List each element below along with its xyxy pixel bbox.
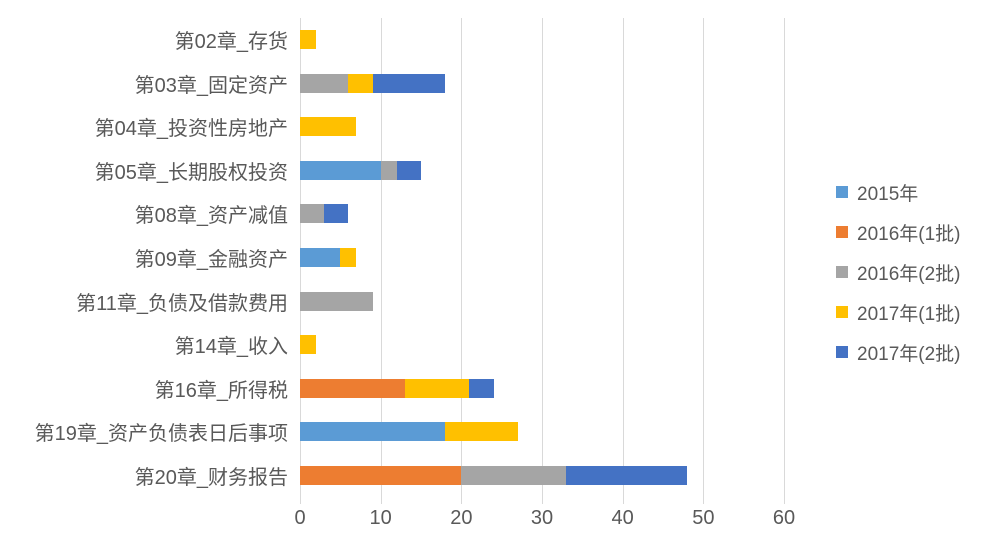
legend-swatch-icon bbox=[836, 226, 848, 238]
x-tick-label: 20 bbox=[450, 507, 473, 529]
bar-row bbox=[300, 73, 784, 93]
category-axis-labels: 第02章_存货第03章_固定资产第04章_投资性房地产 第05章_长期股权投资第0… bbox=[0, 18, 288, 497]
x-tick-label: 50 bbox=[692, 507, 715, 529]
category-label: 第11章_负债及借款费用 bbox=[76, 292, 288, 315]
x-tick-label: 10 bbox=[369, 507, 392, 529]
bar-segment-series-0 bbox=[300, 160, 381, 180]
bar-row bbox=[300, 117, 784, 137]
category-label: 第08章_资产减值 bbox=[134, 205, 288, 228]
category-label: 第14章_收入 bbox=[174, 336, 288, 359]
bar-segment-series-0 bbox=[300, 248, 341, 267]
category-label: 第03章_固定资产 bbox=[134, 74, 288, 97]
bar-segment-series-3 bbox=[300, 30, 317, 50]
bar-segment-series-0 bbox=[300, 422, 446, 442]
legend-swatch-icon bbox=[836, 186, 848, 198]
legend-label: 2016年(1批) bbox=[857, 223, 961, 245]
bar-row bbox=[300, 248, 784, 267]
category-label: 第04章_投资性房地产 bbox=[94, 118, 288, 141]
legend-label: 2017年(2批) bbox=[857, 343, 961, 365]
legend-item-series-1: 2016年(1批) bbox=[836, 221, 961, 245]
category-label: 第09章_金融资产 bbox=[134, 248, 288, 271]
x-tick-label: 0 bbox=[294, 507, 306, 529]
gridline bbox=[784, 18, 785, 504]
legend-swatch-icon bbox=[836, 346, 848, 358]
bar-segment-series-4 bbox=[372, 73, 446, 93]
bar-segment-series-4 bbox=[324, 204, 349, 224]
bar-segment-series-1 bbox=[300, 465, 462, 485]
category-label: 第02章_存货 bbox=[174, 31, 288, 54]
legend-label: 2016年(2批) bbox=[857, 263, 961, 285]
bar-segment-series-3 bbox=[300, 117, 357, 137]
bar-segment-series-3 bbox=[348, 73, 373, 93]
gridline bbox=[703, 18, 705, 504]
bar-row bbox=[300, 160, 784, 180]
legend-label: 2017年(1批) bbox=[857, 303, 961, 325]
legend-item-series-4: 2017年(2批) bbox=[836, 341, 961, 365]
bar-segment-series-2 bbox=[300, 291, 373, 311]
gridline bbox=[461, 18, 463, 504]
bar-segment-series-3 bbox=[300, 335, 317, 355]
x-tick-label: 40 bbox=[611, 507, 634, 529]
bar-segment-series-4 bbox=[396, 160, 421, 180]
bar-segment-series-3 bbox=[404, 378, 470, 398]
bar-row bbox=[300, 422, 784, 442]
bar-segment-series-2 bbox=[300, 204, 325, 224]
gridline bbox=[542, 18, 543, 504]
bar-segment-series-1 bbox=[300, 378, 405, 398]
bar-segment-series-4 bbox=[469, 378, 494, 398]
chart-legend: 2015年 2016年(1批) 2016年(2批) 2017年(1批) 2017年(2批… bbox=[836, 181, 961, 365]
bar-row bbox=[300, 378, 784, 398]
legend-swatch-icon bbox=[836, 306, 848, 318]
bar-segment-series-2 bbox=[300, 73, 349, 93]
x-tick-label: 30 bbox=[530, 507, 554, 529]
bar-row bbox=[300, 291, 784, 311]
legend-swatch-icon bbox=[836, 266, 848, 278]
bar-segment-series-4 bbox=[566, 465, 688, 485]
value-axis-labels: 0 10 20 30 40 50 60 bbox=[0, 507, 987, 535]
category-label: 第05章_长期股权投资 bbox=[94, 161, 288, 184]
category-label: 第20章_财务报告 bbox=[134, 466, 288, 489]
legend-item-series-2: 2016年(2批) bbox=[836, 261, 961, 285]
plot-area bbox=[300, 18, 785, 504]
category-label: 第16章_所得税 bbox=[154, 379, 288, 402]
legend-item-series-3: 2017年(1批) bbox=[836, 301, 961, 325]
bar-segment-series-3 bbox=[340, 248, 357, 267]
bar-row bbox=[300, 204, 784, 224]
bar-segment-series-2 bbox=[461, 465, 567, 485]
gridline bbox=[380, 18, 382, 504]
bar-segment-series-3 bbox=[445, 422, 518, 442]
category-label: 第19章_资产负债表日后事项 bbox=[34, 423, 288, 446]
gridline bbox=[622, 18, 624, 504]
bar-row bbox=[300, 465, 784, 485]
bar-row bbox=[300, 30, 784, 50]
bar-row bbox=[300, 335, 784, 355]
legend-item-series-0: 2015年 bbox=[836, 181, 961, 205]
x-tick-label: 60 bbox=[772, 507, 796, 529]
legend-label: 2015年 bbox=[857, 183, 919, 205]
bar-segment-series-2 bbox=[380, 160, 397, 180]
